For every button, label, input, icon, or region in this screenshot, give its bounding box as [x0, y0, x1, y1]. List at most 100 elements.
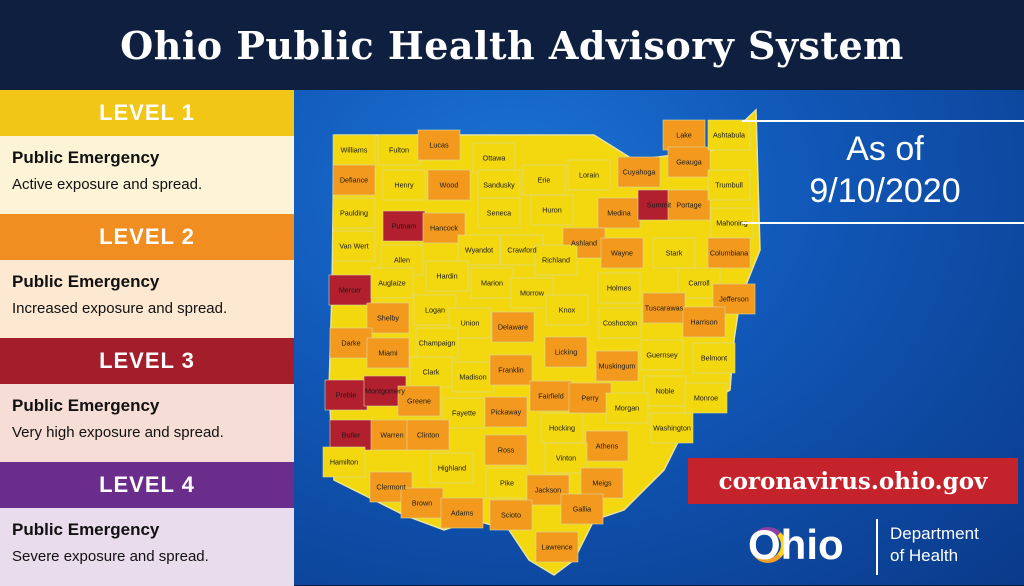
level-4-title: Public Emergency [12, 520, 160, 539]
county-label-seneca: Seneca [487, 209, 511, 218]
county-meigs [580, 467, 624, 499]
county-highland [430, 452, 474, 484]
county-label-monroe: Monroe [694, 394, 718, 403]
level-1-body: Public Emergency Active exposure and spr… [0, 136, 294, 214]
county-label-highland: Highland [438, 464, 466, 473]
as-of-label: As of [846, 130, 924, 168]
county-label-licking: Licking [555, 348, 577, 357]
county-seneca [477, 197, 521, 229]
county-label-warren: Warren [380, 431, 403, 440]
county-label-tuscarawas: Tuscarawas [645, 304, 684, 313]
county-label-washington: Washington [653, 424, 691, 433]
level-2-desc: Increased exposure and spread. [12, 300, 228, 317]
ohio-county-map: Williams Fulton Lucas Ottawa Erie Lorain Cuyah… [322, 108, 761, 576]
county-licking [544, 336, 588, 368]
county-harrison [682, 306, 726, 338]
county-label-guernsey: Guernsey [646, 351, 678, 360]
county-label-clinton: Clinton [417, 431, 439, 440]
county-label-adams: Adams [451, 509, 474, 518]
county-label-allen: Allen [394, 256, 410, 265]
county-grid: Williams Fulton Lucas Ottawa Erie Lorain Cuyah… [322, 119, 756, 563]
county-label-preble: Preble [336, 391, 357, 400]
county-henry [382, 169, 426, 201]
county-pike [485, 467, 529, 499]
county-greene [397, 385, 441, 417]
county-label-ashland: Ashland [571, 239, 597, 248]
county-label-fulton: Fulton [389, 146, 409, 155]
county-trumbull [707, 169, 751, 201]
county-label-summit: Summit [647, 201, 671, 210]
county-clermont [369, 471, 413, 503]
county-franklin [489, 354, 533, 386]
level-1-desc: Active exposure and spread. [12, 176, 203, 193]
county-hamilton [322, 446, 366, 478]
county-label-stark: Stark [666, 249, 683, 258]
level-1-header: LEVEL 1 [0, 90, 294, 136]
county-van-wert [332, 230, 376, 262]
level-2-body: Public Emergency Increased exposure and … [0, 260, 294, 338]
county-label-defiance: Defiance [340, 176, 368, 185]
county-lucas [417, 129, 461, 161]
header-bar: Ohio Public Health Advisory System [0, 0, 1024, 90]
county-hocking [540, 412, 584, 444]
county-label-wood: Wood [440, 181, 459, 190]
logo-ring-icon [750, 527, 786, 563]
website-link[interactable]: coronavirus.ohio.gov [688, 458, 1018, 504]
county-muskingum [595, 350, 639, 382]
county-label-lorain: Lorain [579, 171, 599, 180]
county-holmes [597, 272, 641, 304]
county-wyandot [457, 234, 501, 266]
logo-divider [876, 519, 878, 575]
county-gallia [560, 493, 604, 525]
county-fairfield [529, 380, 573, 412]
county-label-pickaway: Pickaway [491, 408, 522, 417]
county-label-shelby: Shelby [377, 314, 399, 323]
county-medina [597, 197, 641, 229]
logo-dept-line2: of Health [890, 546, 959, 565]
county-wood [427, 169, 471, 201]
county-scioto [489, 499, 533, 531]
county-label-franklin: Franklin [498, 366, 524, 375]
county-label-mercer: Mercer [339, 286, 362, 295]
level-3-header: LEVEL 3 [0, 338, 294, 384]
county-noble [643, 375, 687, 407]
asof-rule-bottom [742, 222, 1024, 224]
county-warren [370, 419, 414, 451]
county-label-marion: Marion [481, 279, 503, 288]
county-shelby [366, 302, 410, 334]
as-of-block: As of 9/10/2020 [760, 128, 1010, 212]
county-label-auglaize: Auglaize [378, 279, 406, 288]
county-label-wayne: Wayne [611, 249, 633, 258]
county-brown [400, 487, 444, 519]
county-hardin [425, 260, 469, 292]
county-wayne [600, 237, 644, 269]
county-washington [650, 412, 694, 444]
level-3-title: Public Emergency [12, 396, 160, 415]
county-ashtabula [707, 119, 751, 151]
county-stark [652, 237, 696, 269]
map-panel: Williams Fulton Lucas Ottawa Erie Lorain Cuyah… [294, 90, 1024, 585]
logo-dept-line1: Department [890, 524, 979, 543]
county-label-lucas: Lucas [429, 141, 449, 150]
level-4-header: LEVEL 4 [0, 462, 294, 508]
county-belmont [692, 342, 736, 374]
county-label-lake: Lake [676, 131, 692, 140]
county-ross [484, 434, 528, 466]
county-miami [366, 337, 410, 369]
county-adams [440, 497, 484, 529]
county-label-ross: Ross [498, 446, 515, 455]
county-label-miami: Miami [378, 349, 398, 358]
county-label-knox: Knox [559, 306, 576, 315]
county-label-jackson: Jackson [535, 486, 561, 495]
county-lake [662, 119, 706, 151]
county-label-hocking: Hocking [549, 424, 575, 433]
county-williams [332, 134, 376, 166]
county-delaware [491, 311, 535, 343]
county-label-greene: Greene [407, 397, 431, 406]
county-label-medina: Medina [607, 209, 631, 218]
county-label-portage: Portage [676, 201, 701, 210]
level-2-title: Public Emergency [12, 272, 160, 291]
county-label-jefferson: Jefferson [719, 295, 748, 304]
county-label-trumbull: Trumbull [715, 181, 743, 190]
county-guernsey [640, 339, 684, 371]
